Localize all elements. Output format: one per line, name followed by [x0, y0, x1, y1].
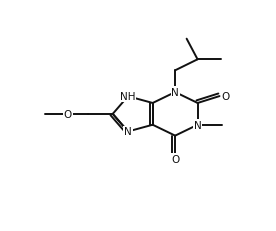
Text: O: O [63, 109, 72, 119]
Text: O: O [171, 154, 179, 164]
Text: N: N [194, 120, 201, 130]
Text: O: O [221, 92, 230, 102]
Text: N: N [171, 88, 179, 98]
Text: N: N [124, 127, 132, 137]
Text: NH: NH [120, 92, 136, 102]
